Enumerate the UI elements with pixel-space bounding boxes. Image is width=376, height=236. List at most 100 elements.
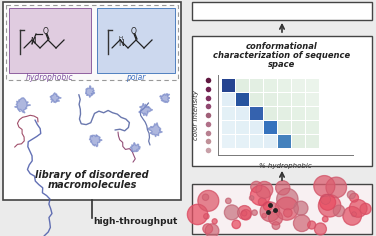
Bar	[292, 135, 305, 148]
Circle shape	[260, 202, 280, 221]
Circle shape	[268, 211, 283, 225]
Circle shape	[250, 185, 270, 205]
Bar	[264, 135, 277, 148]
Bar	[264, 79, 277, 92]
Text: library of disordered: library of disordered	[35, 170, 149, 180]
Circle shape	[204, 214, 209, 219]
Bar	[236, 121, 249, 134]
Circle shape	[294, 215, 310, 232]
Polygon shape	[160, 94, 170, 103]
Bar	[236, 107, 249, 120]
Bar	[6, 5, 178, 80]
Bar	[306, 135, 319, 148]
Circle shape	[202, 194, 209, 200]
Polygon shape	[89, 135, 102, 147]
Text: space: space	[268, 60, 296, 69]
Circle shape	[323, 216, 328, 222]
Text: O: O	[131, 28, 137, 37]
Circle shape	[284, 209, 292, 217]
Text: hydrophobic: hydrophobic	[26, 73, 74, 83]
Bar	[306, 121, 319, 134]
Circle shape	[333, 205, 345, 217]
Bar	[306, 79, 319, 92]
Bar	[250, 93, 263, 106]
Circle shape	[198, 190, 219, 211]
Bar	[236, 93, 249, 106]
Circle shape	[187, 204, 208, 225]
Bar	[278, 79, 291, 92]
Bar	[264, 121, 277, 134]
Bar	[9, 8, 91, 73]
Text: N: N	[30, 37, 36, 46]
Circle shape	[318, 194, 341, 217]
Circle shape	[294, 201, 308, 215]
Circle shape	[242, 211, 247, 216]
Circle shape	[256, 181, 273, 198]
Bar	[222, 107, 235, 120]
Text: color intensity: color intensity	[193, 90, 199, 140]
Circle shape	[224, 205, 239, 220]
Circle shape	[212, 219, 217, 224]
Circle shape	[250, 196, 254, 200]
Bar	[222, 135, 235, 148]
Text: % hydrophobic: % hydrophobic	[259, 163, 311, 169]
Bar	[292, 93, 305, 106]
Circle shape	[205, 224, 219, 236]
Text: high-throughput: high-throughput	[93, 218, 177, 227]
Text: macromolecules: macromolecules	[47, 180, 137, 190]
Bar	[192, 36, 372, 166]
Text: H: H	[119, 36, 123, 41]
Polygon shape	[148, 123, 162, 137]
Bar	[264, 93, 277, 106]
Bar	[306, 107, 319, 120]
Bar	[278, 107, 291, 120]
Circle shape	[352, 212, 356, 217]
Bar	[97, 8, 175, 73]
Text: N: N	[118, 39, 124, 49]
Circle shape	[241, 210, 251, 220]
Circle shape	[350, 193, 358, 202]
Circle shape	[226, 198, 231, 204]
Circle shape	[232, 220, 241, 229]
Circle shape	[252, 210, 257, 215]
Circle shape	[360, 203, 371, 214]
Circle shape	[276, 181, 290, 195]
Circle shape	[262, 213, 267, 218]
Circle shape	[263, 202, 272, 211]
Circle shape	[275, 197, 298, 220]
Bar	[292, 79, 305, 92]
Bar	[222, 93, 235, 106]
Circle shape	[258, 198, 266, 206]
Bar	[250, 121, 263, 134]
Bar	[278, 93, 291, 106]
Circle shape	[347, 191, 355, 199]
Bar	[278, 121, 291, 134]
Bar	[250, 79, 263, 92]
Bar	[3, 2, 181, 200]
Bar	[292, 107, 305, 120]
Circle shape	[343, 207, 361, 225]
Bar	[250, 135, 263, 148]
Circle shape	[321, 194, 331, 204]
Circle shape	[314, 223, 326, 235]
Bar	[192, 184, 372, 234]
Bar	[222, 121, 235, 134]
Circle shape	[203, 224, 212, 234]
Bar	[306, 93, 319, 106]
Circle shape	[320, 194, 336, 210]
Circle shape	[308, 221, 316, 229]
Circle shape	[349, 200, 367, 217]
Polygon shape	[50, 93, 61, 103]
Bar	[192, 2, 372, 20]
Bar	[222, 79, 235, 92]
Polygon shape	[139, 103, 153, 116]
Circle shape	[251, 181, 262, 193]
Bar	[236, 79, 249, 92]
Bar	[278, 135, 291, 148]
Text: characterization of sequence: characterization of sequence	[214, 51, 350, 60]
Circle shape	[314, 176, 335, 197]
Circle shape	[277, 189, 298, 210]
Circle shape	[238, 206, 252, 219]
Polygon shape	[15, 98, 30, 113]
Polygon shape	[85, 86, 95, 97]
